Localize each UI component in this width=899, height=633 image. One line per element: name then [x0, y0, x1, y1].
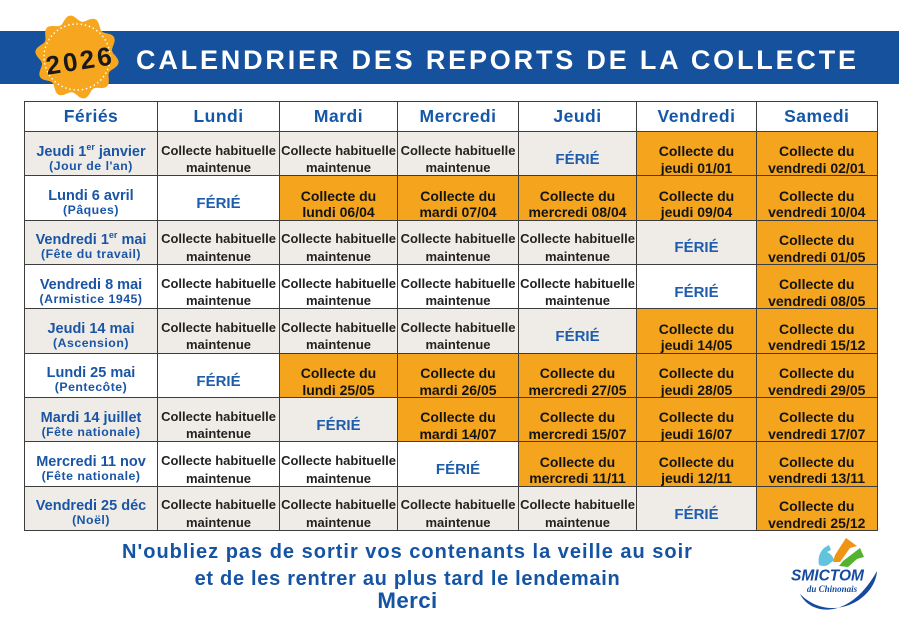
- svg-text:du Chinonais: du Chinonais: [807, 584, 858, 594]
- svg-text:SMICTOM: SMICTOM: [791, 567, 865, 584]
